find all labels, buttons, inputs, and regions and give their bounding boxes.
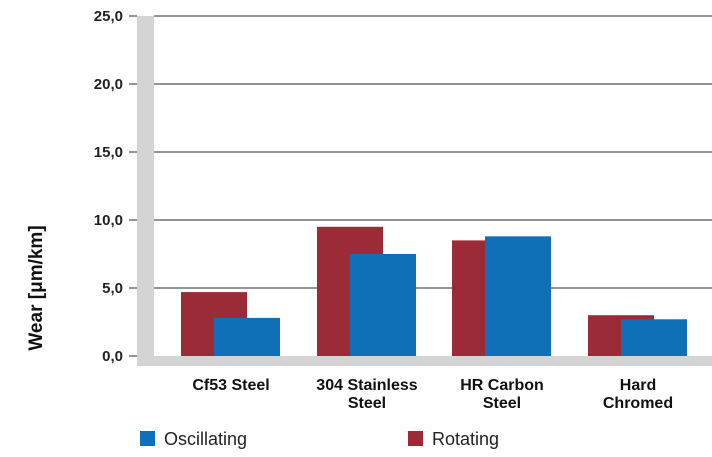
y-tick-label: 10,0 <box>94 212 123 229</box>
y-tick-label: 0,0 <box>102 348 123 365</box>
category-label-line: Steel <box>483 395 521 412</box>
labels-layer: 0,0 5,0 10,0 15,0 20,0 25,0 Cf53 Steel 304 Stai… <box>94 8 673 412</box>
legend-swatch-rotating <box>408 431 423 446</box>
plot-wall <box>137 16 154 366</box>
bar-oscillating-1 <box>350 254 416 356</box>
category-label: Cf53 Steel <box>192 377 269 394</box>
category-label-line: Steel <box>348 395 386 412</box>
bar-oscillating-3 <box>621 319 687 356</box>
category-label: Hard Chromed <box>603 377 673 412</box>
category-label-line: HR Carbon <box>460 377 544 394</box>
plot-floor <box>137 356 712 366</box>
y-tick-label: 20,0 <box>94 76 123 93</box>
legend: Oscillating Rotating <box>140 429 499 449</box>
category-label-line: Hard <box>620 377 656 394</box>
bar-oscillating-2 <box>485 236 551 356</box>
category-label: HR Carbon Steel <box>460 377 544 412</box>
legend-swatch-oscillating <box>140 431 155 446</box>
grid-layer <box>129 15 712 366</box>
category-label-line: Chromed <box>603 395 673 412</box>
y-axis-title: Wear [μm/km] <box>26 225 47 350</box>
y-tick-label: 5,0 <box>102 280 123 297</box>
y-tick-label: 15,0 <box>94 144 123 161</box>
bar-oscillating-0 <box>214 317 280 356</box>
category-label: 304 Stainless Steel <box>316 377 418 412</box>
bars-layer <box>181 226 687 356</box>
category-label-line: Cf53 Steel <box>192 377 269 394</box>
legend-label-oscillating: Oscillating <box>164 429 247 449</box>
category-label-line: 304 Stainless <box>316 377 418 394</box>
legend-label-rotating: Rotating <box>432 429 499 449</box>
y-tick-label: 25,0 <box>94 8 123 25</box>
